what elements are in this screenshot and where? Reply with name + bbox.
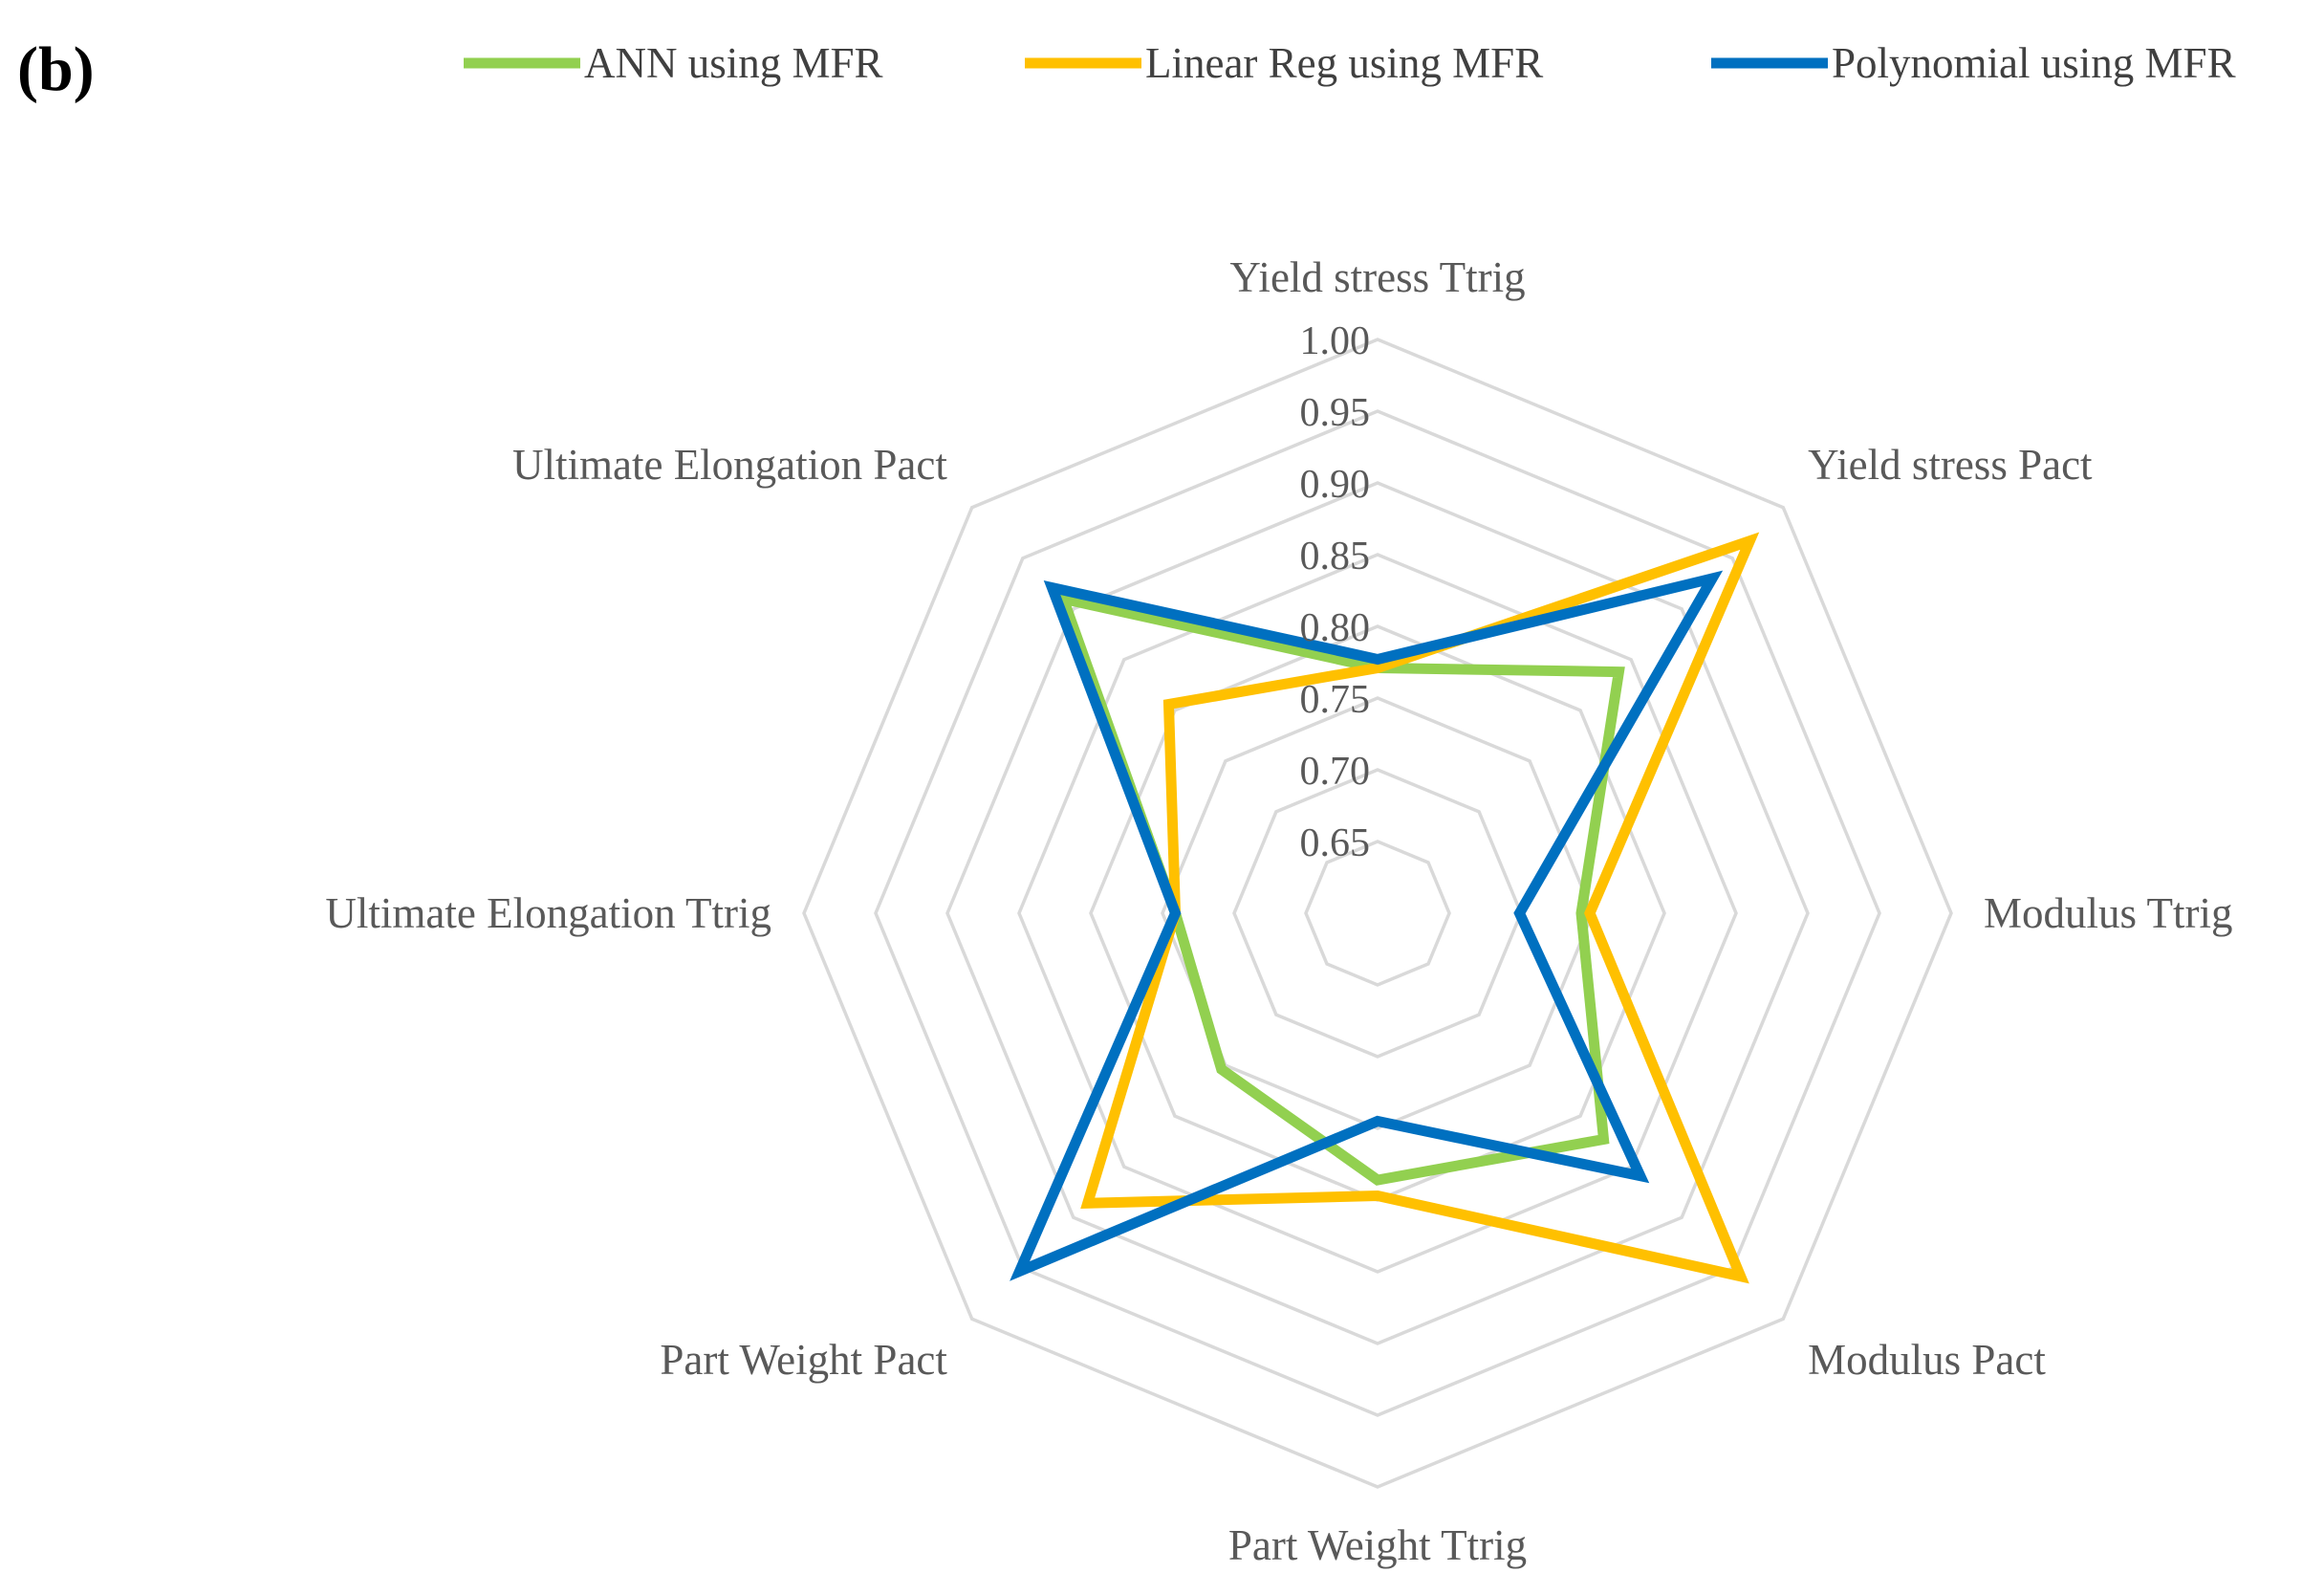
grid-ring xyxy=(802,338,1953,1489)
legend-label: ANN using MFR xyxy=(584,39,883,87)
tick-labels: 1.00 0.95 0.90 0.85 0.80 0.75 0.70 0.65 xyxy=(1300,319,1371,865)
panel-label: (b) xyxy=(17,34,95,104)
axis-labels: Yield stress Ttrig Yield stress Pact Modul… xyxy=(325,253,2232,1569)
series-line xyxy=(1080,532,1760,1284)
axis-label: Yield stress Ttrig xyxy=(1229,253,1525,301)
axis-label: Modulus Ttrig xyxy=(1984,889,2232,937)
tick-label: 0.85 xyxy=(1300,535,1371,579)
tick-label: 0.80 xyxy=(1300,606,1371,650)
tick-label: 0.65 xyxy=(1300,821,1371,865)
grid-ring xyxy=(1232,768,1523,1059)
grid-ring xyxy=(874,409,1881,1417)
legend: ANN using MFR Linear Reg using MFR Polynom… xyxy=(464,39,2236,87)
grid-ring xyxy=(945,481,1810,1345)
grid-ring xyxy=(1161,696,1595,1130)
legend-label: Linear Reg using MFR xyxy=(1145,39,1543,87)
axis-label: Ultimate Elongation Pact xyxy=(512,441,947,489)
legend-label: Polynomial using MFR xyxy=(1832,39,2236,87)
tick-label: 0.90 xyxy=(1300,463,1371,507)
axis-label: Ultimate Elongation Ttrig xyxy=(325,889,771,937)
tick-label: 0.70 xyxy=(1300,750,1371,794)
series-line xyxy=(1010,570,1724,1281)
tick-label: 0.95 xyxy=(1300,391,1371,435)
axis-label: Part Weight Ttrig xyxy=(1228,1521,1527,1569)
axis-label: Part Weight Pact xyxy=(660,1336,947,1384)
axis-label: Yield stress Pact xyxy=(1808,441,2093,489)
series-layer xyxy=(1010,532,1760,1284)
tick-label: 1.00 xyxy=(1300,319,1371,363)
grid-layer xyxy=(802,338,1953,1489)
axis-label: Modulus Pact xyxy=(1808,1336,2046,1384)
tick-label: 0.75 xyxy=(1300,678,1371,722)
grid-ring xyxy=(1304,840,1451,987)
